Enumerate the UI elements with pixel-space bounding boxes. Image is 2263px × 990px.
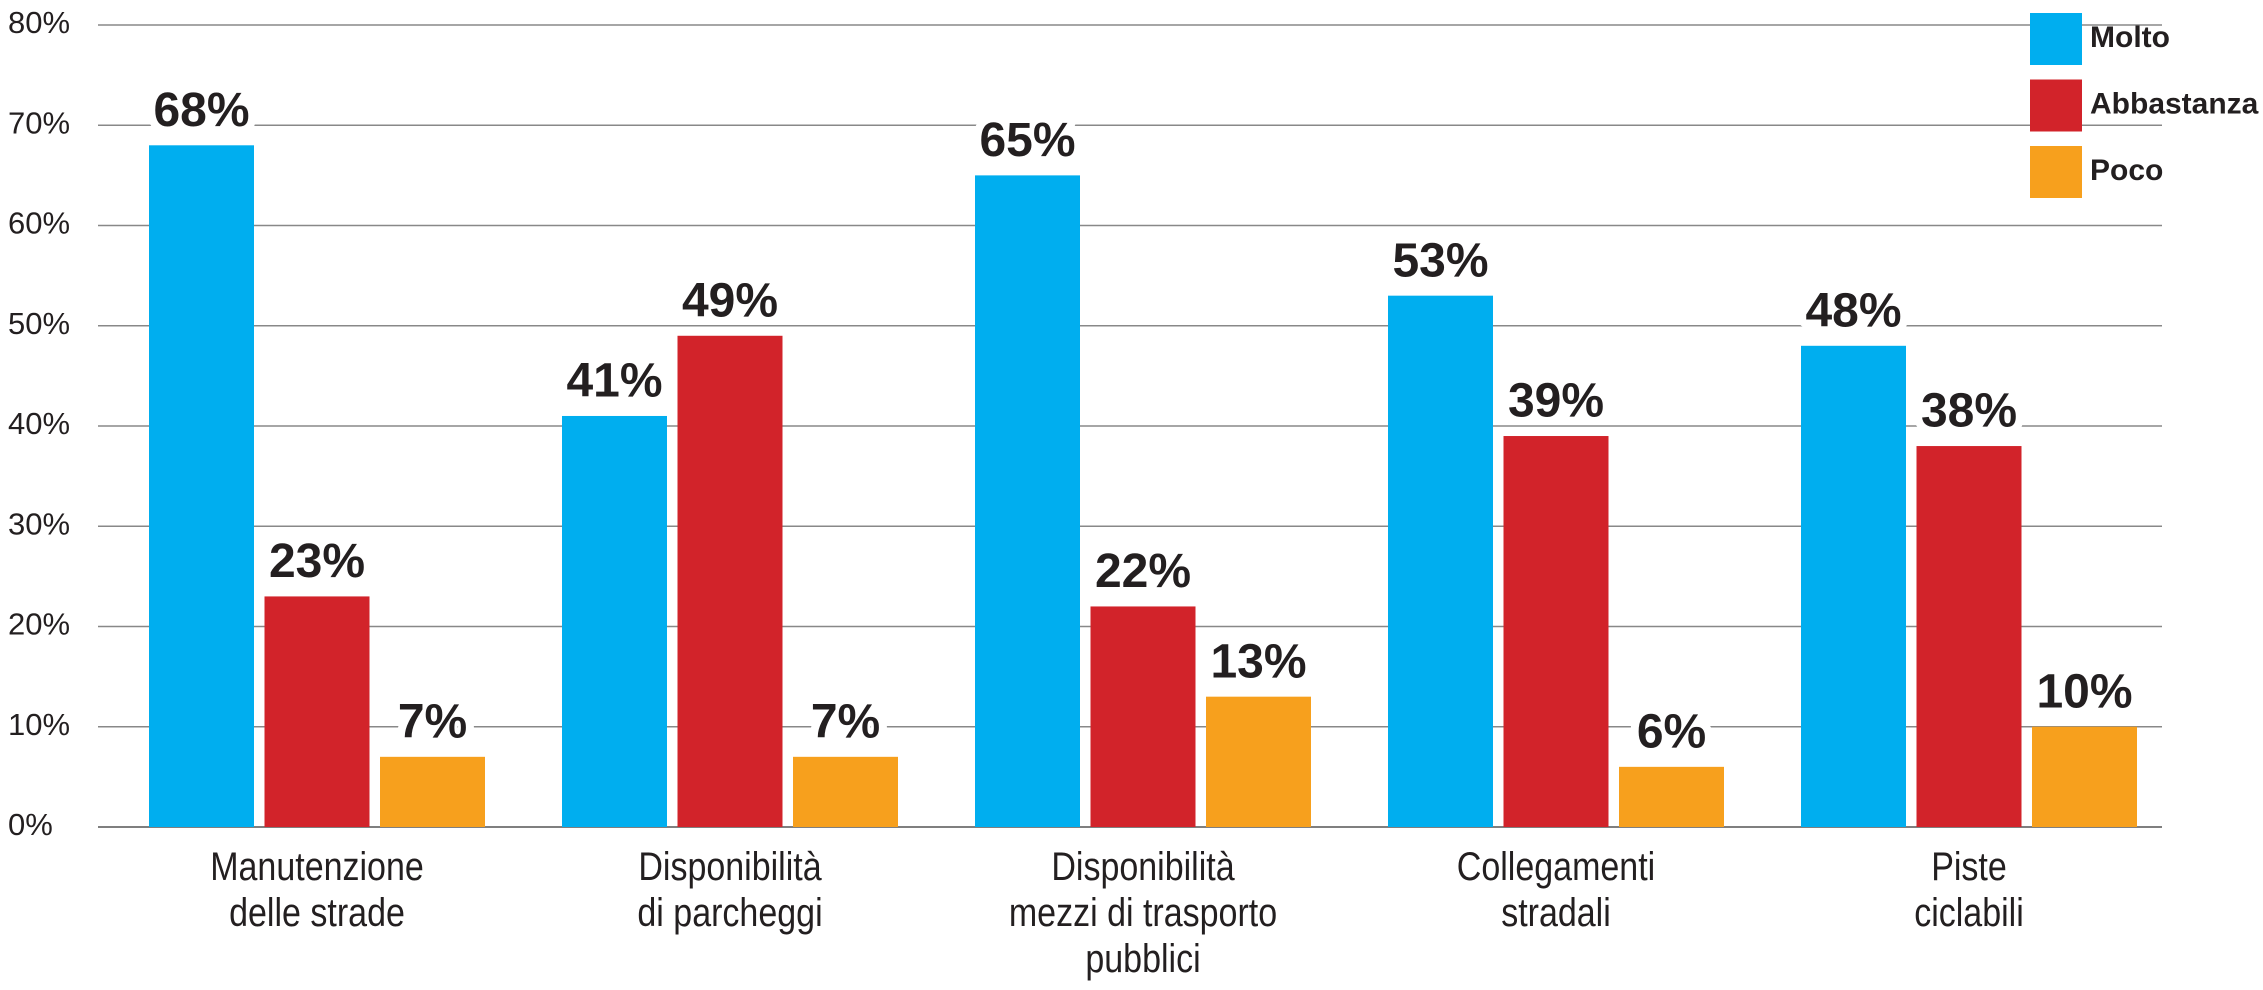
y-tick-label: 50% [8, 306, 70, 341]
chart-svg: 0% 10% 20% 30% 40% 50% 60% 70% 80% 68% 23% 7% 41% 49%… [0, 0, 2263, 990]
bar [265, 596, 370, 827]
value-label: 13% [1210, 635, 1306, 688]
value-label: 48% [1805, 284, 1901, 337]
x-tick-label: Collegamenti stradali [1378, 844, 1735, 936]
value-label: 7% [811, 695, 880, 748]
bar [1504, 436, 1609, 827]
legend-label: Poco [2090, 154, 2163, 187]
value-label: 41% [566, 355, 662, 408]
legend-swatch [2030, 13, 2082, 65]
bar [562, 416, 667, 827]
bar [1206, 697, 1311, 827]
value-label: 22% [1095, 545, 1191, 598]
bar [2032, 727, 2137, 827]
value-label: 68% [153, 84, 249, 137]
bar [380, 757, 485, 827]
bar [1619, 767, 1724, 827]
y-tick-label: 70% [8, 105, 70, 140]
x-tick-label: Piste ciclabili [1791, 844, 2148, 936]
legend-swatch [2030, 80, 2082, 132]
bar [1388, 296, 1493, 827]
y-tick-label: 20% [8, 607, 70, 642]
legend-label: Abbastanza [2090, 87, 2259, 120]
value-label: 38% [1921, 385, 2017, 438]
y-tick-label: 10% [8, 707, 70, 742]
legend-label: Molto [2090, 21, 2170, 54]
chart: 0% 10% 20% 30% 40% 50% 60% 70% 80% 68% 23% 7% 41% 49%… [0, 0, 2263, 990]
bar [793, 757, 898, 827]
bar [975, 175, 1080, 827]
x-tick-label: Disponibilità mezzi di trasporto pubblic… [965, 844, 1322, 982]
bar [149, 145, 254, 827]
value-label: 39% [1508, 375, 1604, 428]
y-tick-label: 80% [8, 5, 70, 40]
bar [678, 336, 783, 827]
value-label: 49% [682, 274, 778, 327]
y-tick-label: 60% [8, 206, 70, 241]
bar [1091, 606, 1196, 827]
y-tick-label: 30% [8, 506, 70, 541]
x-tick-label: Disponibilità di parcheggi [552, 844, 909, 936]
y-tick-label: 0% [8, 807, 53, 842]
bar [1801, 346, 1906, 827]
value-label: 65% [979, 114, 1075, 167]
x-tick-label: Manutenzione delle strade [139, 844, 496, 936]
y-tick-label: 40% [8, 406, 70, 441]
value-label: 10% [2036, 665, 2132, 718]
value-label: 6% [1637, 706, 1706, 759]
bar [1917, 446, 2022, 827]
value-label: 7% [398, 695, 467, 748]
value-label: 23% [269, 535, 365, 588]
value-label: 53% [1392, 234, 1488, 287]
legend-swatch [2030, 146, 2082, 198]
